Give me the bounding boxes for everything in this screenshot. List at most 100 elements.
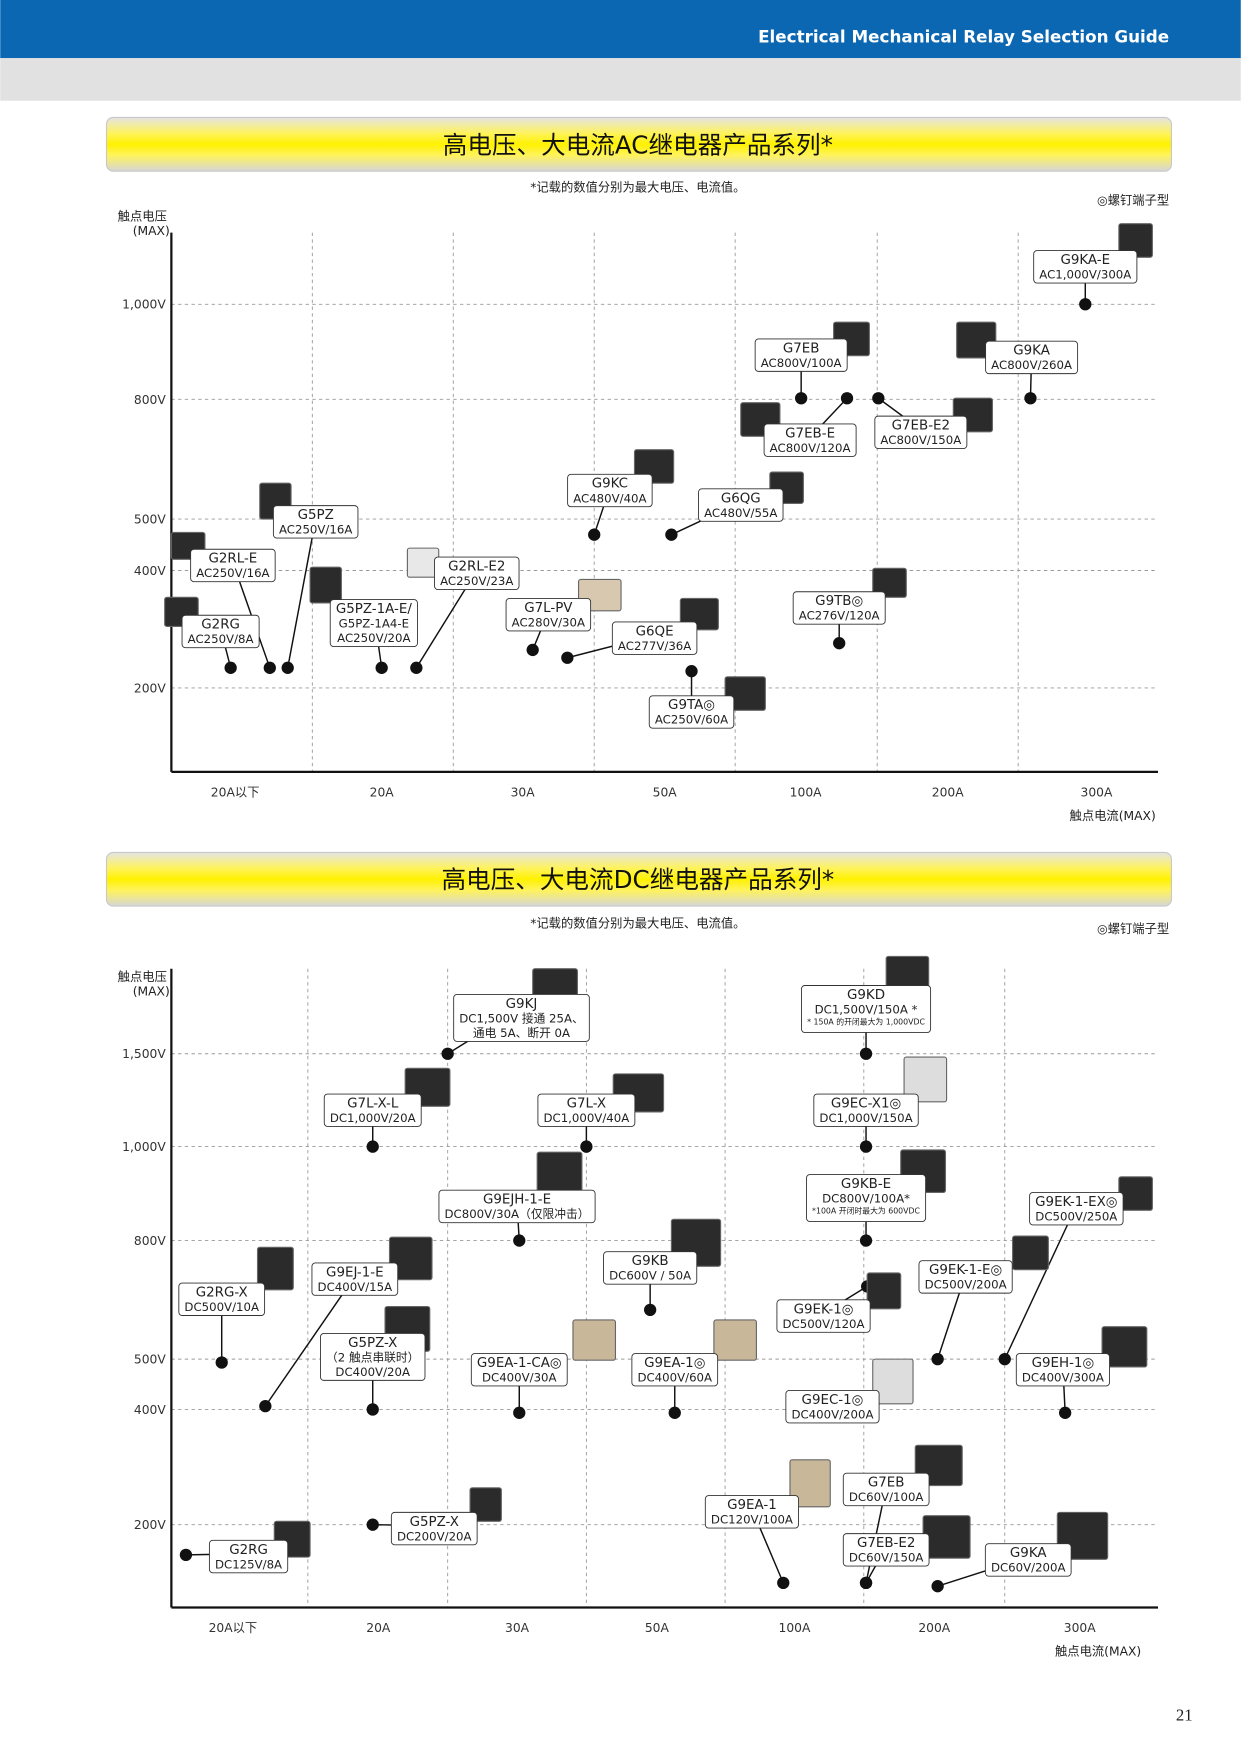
product-spec: DC125V/8A <box>215 1557 282 1571</box>
y-tick-label: 1,000V <box>122 298 166 312</box>
dot <box>859 1234 873 1247</box>
product-spec: 通电 5A、断开 0A <box>473 1026 570 1040</box>
y-tick-label: 400V <box>134 1403 166 1417</box>
x-tick-label: 20A以下 <box>211 785 260 799</box>
y-tick-label: 800V <box>134 393 166 407</box>
label-box <box>801 985 932 1033</box>
section-title: 高电压、大电流DC继电器产品系列* <box>441 865 834 894</box>
label-box <box>272 505 359 539</box>
product-name: G9TA◎ <box>668 698 715 713</box>
product-image <box>903 1056 948 1103</box>
product-spec: AC800V/150A <box>880 433 961 447</box>
y-axis-label: (MAX) <box>133 985 170 999</box>
product-image <box>724 676 766 711</box>
y-tick-label: 500V <box>134 513 166 527</box>
dot <box>526 643 539 657</box>
product-spec: AC250V/16A <box>196 566 269 580</box>
dot <box>263 661 276 674</box>
label-box <box>178 1282 266 1316</box>
label-box <box>698 488 784 522</box>
dot <box>441 1047 454 1060</box>
product-spec: AC250V/23A <box>440 574 513 588</box>
product-name: G9EC-X1◎ <box>831 1096 901 1111</box>
product-spec: （2 触点串联时） <box>326 1350 419 1364</box>
product-image <box>789 1459 831 1508</box>
product-spec: DC200V/20A <box>397 1529 472 1543</box>
product-spec: DC400V/200A <box>791 1407 873 1421</box>
product-spec: AC277V/36A <box>618 639 691 653</box>
dot <box>580 1140 593 1153</box>
label-box <box>329 599 418 648</box>
product-spec: AC800V/100A <box>761 356 842 370</box>
product-spec: DC400V/15A <box>318 1280 393 1294</box>
product-name: G9TB◎ <box>815 594 863 609</box>
label-box <box>1033 250 1138 284</box>
product-image <box>469 1487 502 1522</box>
product-name: G7EB-E <box>785 426 835 441</box>
x-tick-label: 200A <box>932 785 964 799</box>
product-image <box>256 1246 294 1291</box>
label-box <box>984 1543 1072 1577</box>
product-name: G2RG <box>201 618 240 633</box>
x-tick-label: 30A <box>511 785 536 799</box>
product-image <box>872 1358 914 1405</box>
product-label: G9EA-1-CA◎DC400V/30A <box>470 1353 568 1387</box>
label-box <box>567 473 653 508</box>
product-spec: DC600V / 50A <box>609 1269 691 1283</box>
product-spec: *100A 开闭时最大为 600VDC <box>812 1206 920 1216</box>
product-name: G7EB <box>783 341 820 356</box>
product-name: G9EJ-1-E <box>326 1265 384 1280</box>
product-label: G9EC-1◎DC400V/200A <box>785 1390 880 1424</box>
product-label: G5PZ-X（2 触点串联时）DC400V/20A <box>320 1332 426 1381</box>
dot <box>366 1518 379 1531</box>
dot <box>224 661 237 674</box>
product-name: G7L-PV <box>524 601 573 616</box>
label-box <box>874 415 968 450</box>
product-spec: DC400V/60A <box>637 1370 712 1384</box>
x-tick-label: 100A <box>790 785 822 799</box>
dot <box>859 1140 873 1153</box>
label-box <box>190 548 276 583</box>
y-tick-label: 200V <box>134 681 166 695</box>
product-image <box>1012 1235 1049 1271</box>
title-bar <box>105 851 1172 907</box>
legend: ◎螺钉端子型 <box>1097 922 1169 936</box>
label-box <box>438 1189 596 1224</box>
product-name: G7EB <box>868 1476 905 1491</box>
note: *记载的数值分别为最大电压、电流值。 <box>530 915 745 930</box>
product-name: G2RG <box>229 1543 268 1558</box>
connector <box>286 518 317 668</box>
label-box <box>505 598 592 632</box>
product-name: G9KJ <box>506 997 538 1012</box>
x-axis-label: 触点电流(MAX) <box>1055 1645 1141 1659</box>
product-spec: DC400V/300A <box>1022 1370 1104 1384</box>
dot <box>777 1576 790 1590</box>
dot <box>1024 392 1037 405</box>
dot <box>179 1548 193 1562</box>
label-box <box>537 1093 636 1127</box>
dot <box>840 392 854 405</box>
header-band <box>0 58 1241 101</box>
product-name: G5PZ-X <box>410 1515 459 1530</box>
product-image <box>309 566 342 604</box>
x-tick-label: 200A <box>918 1621 950 1635</box>
product-image <box>572 1319 617 1361</box>
dot <box>931 1352 944 1366</box>
product-spec: AC280V/30A <box>512 615 585 629</box>
dot <box>795 392 808 405</box>
product-image <box>388 1236 433 1281</box>
